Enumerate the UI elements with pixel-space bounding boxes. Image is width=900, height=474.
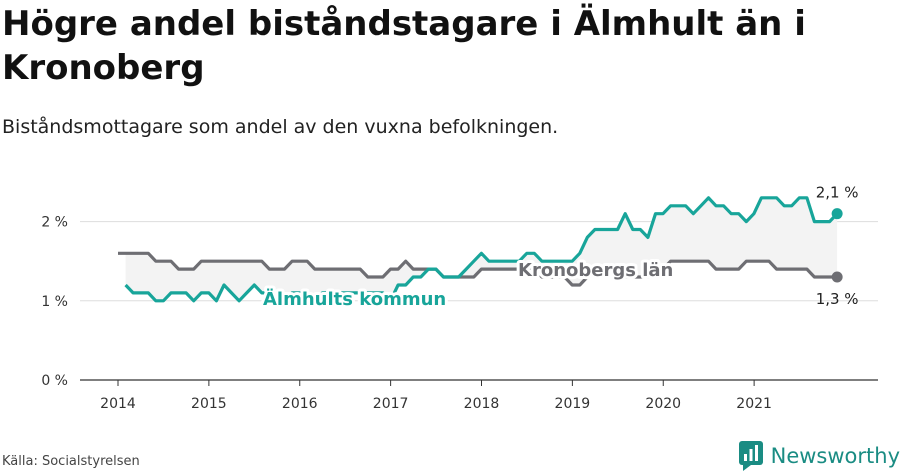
series-label-almhults-kommun: Älmhults kommun	[263, 288, 446, 310]
x-tick-label: 2019	[555, 396, 591, 412]
end-label-almhults-kommun: 2,1 %	[816, 184, 859, 202]
y-tick-label: 1 %	[41, 294, 68, 310]
brand-name: Newsworthy	[770, 444, 900, 468]
x-tick-label: 2017	[373, 396, 409, 412]
series-line-almhults-kommun	[124, 196, 839, 303]
brand-logo: Newsworthy	[738, 440, 900, 472]
x-tick-label: 2018	[464, 396, 500, 412]
chart-title: Högre andel biståndstagare i Älmhult än …	[2, 4, 806, 88]
y-tick-label: 0 %	[41, 373, 68, 389]
y-tick-label: 2 %	[41, 215, 68, 231]
x-tick-label: 2020	[645, 396, 681, 412]
newsworthy-logo-icon	[738, 441, 763, 471]
chart-subtitle: Biståndsmottagare som andel av den vuxna…	[2, 116, 559, 138]
x-tick-label: 2014	[100, 396, 136, 412]
series-label-kronobergs-lan: Kronobergs län	[518, 260, 673, 281]
source-note: Källa: Socialstyrelsen	[2, 454, 140, 469]
end-point-almhults-kommun	[831, 208, 843, 220]
end-label-kronobergs-lan: 1,3 %	[816, 290, 859, 308]
x-tick-label: 2016	[282, 396, 318, 412]
difference-band	[125, 197, 838, 301]
x-tick-label: 2015	[191, 396, 227, 412]
end-point-kronobergs-lan	[831, 271, 843, 283]
series-line-kronobergs-lan	[118, 251, 838, 287]
x-tick-label: 2021	[736, 396, 772, 412]
